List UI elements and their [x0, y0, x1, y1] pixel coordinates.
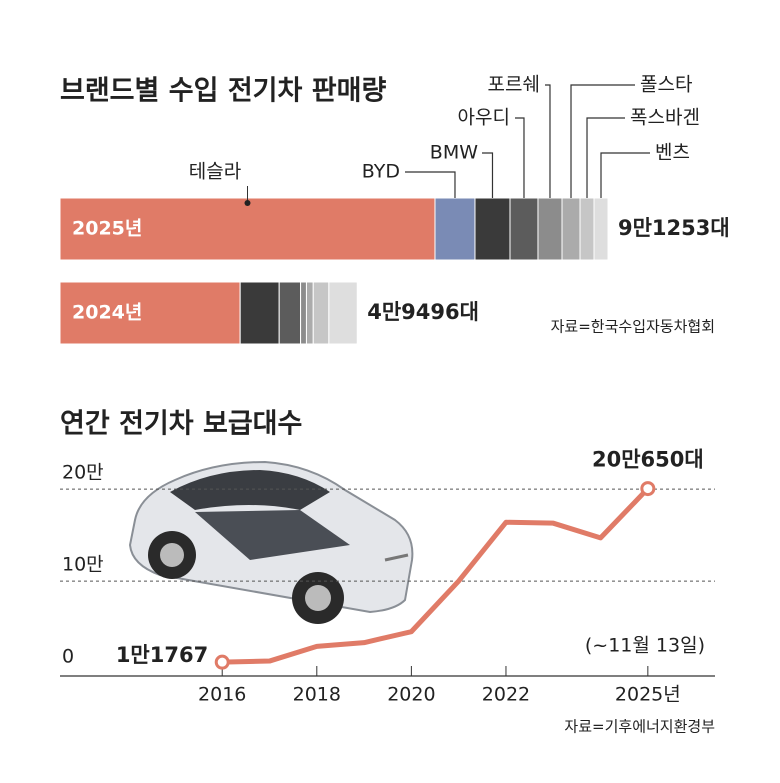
value-label: 20만650대 — [592, 448, 704, 472]
bar-segment — [537, 197, 563, 261]
bar-segment — [593, 197, 609, 261]
legend-label: 폴스타 — [640, 74, 692, 96]
leader-dot — [244, 200, 251, 206]
y-tick-label: 10만 — [62, 554, 104, 576]
bar-segment — [312, 281, 330, 345]
chart-title: 브랜드별 수입 전기차 판매량 — [60, 76, 386, 107]
source: 자료=한국수입자동차협회 — [551, 318, 715, 336]
value-label: 1만1767 — [116, 643, 208, 667]
x-tick-label: 2025년 — [615, 684, 681, 706]
point — [214, 654, 230, 670]
bar-segment — [434, 197, 476, 261]
legend-label: 벤츠 — [655, 142, 690, 164]
car-illustration — [128, 460, 414, 624]
line — [222, 486, 650, 665]
bar-segment — [474, 197, 511, 261]
bar-segment — [239, 281, 280, 345]
legend-label: BMW — [430, 142, 478, 164]
x-tick-label: 2018 — [293, 684, 341, 706]
chart-title: 연간 전기차 보급대수 — [60, 409, 302, 440]
bar-segment — [59, 197, 436, 261]
category-label: 2024년 — [72, 302, 142, 324]
leader-line — [586, 117, 625, 198]
point — [640, 481, 656, 497]
leader-line — [482, 152, 494, 198]
bar-segment — [305, 281, 314, 345]
bar-segment — [561, 197, 581, 261]
total-label: 9만1253대 — [618, 216, 730, 240]
leader-line — [405, 171, 456, 198]
category-label: 2025년 — [72, 218, 142, 240]
annotation: (~11월 13일) — [585, 635, 705, 657]
bar-segment — [300, 281, 307, 345]
x-tick-label: 2020 — [387, 684, 435, 706]
legend-label: 폭스바겐 — [630, 107, 700, 129]
leader-line — [570, 84, 635, 198]
bar-segment — [579, 197, 595, 261]
y-tick-label: 0 — [62, 646, 74, 668]
x-tick-label: 2022 — [482, 684, 530, 706]
legend-label: 포르쉐 — [488, 74, 540, 96]
y-tick-label: 20만 — [62, 462, 104, 484]
total-label: 4만9496대 — [367, 300, 479, 324]
x-tick-label: 2016 — [198, 684, 246, 706]
legend-label: 테슬라 — [189, 161, 241, 183]
bar-segment — [328, 281, 358, 345]
leader-line — [515, 117, 525, 198]
legend-label: BYD — [362, 161, 400, 183]
leader-line — [545, 84, 551, 198]
bar-segment — [278, 281, 302, 345]
source: 자료=기후에너지환경부 — [564, 718, 715, 736]
bar-segment — [509, 197, 539, 261]
leader-line — [600, 152, 650, 198]
legend-label: 아우디 — [458, 107, 510, 129]
